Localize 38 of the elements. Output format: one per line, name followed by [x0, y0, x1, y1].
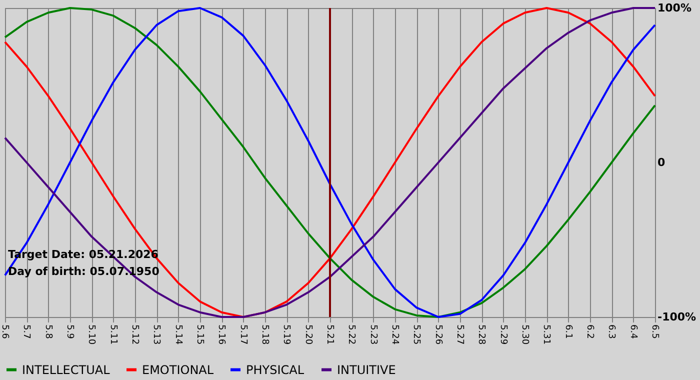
- x-tick-label: 5.15: [194, 324, 204, 345]
- y-tick-label: 0: [658, 156, 666, 169]
- legend-label: INTELLECTUAL: [22, 362, 110, 377]
- x-tick-label: 5.24: [390, 324, 400, 345]
- legend-label: INTUITIVE: [337, 362, 396, 377]
- x-tick-label: 5.8: [42, 324, 53, 340]
- x-tick-label: 5.31: [541, 324, 552, 345]
- x-tick-label: 5.19: [281, 324, 292, 345]
- x-tick-label: 6.2: [584, 324, 594, 339]
- x-tick-label: 6.5: [650, 324, 660, 339]
- x-tick-label: 6.4: [628, 324, 638, 340]
- x-tick-label: 5.28: [476, 324, 486, 345]
- y-tick-label: -100%: [658, 310, 696, 324]
- x-tick-label: 5.9: [64, 324, 74, 340]
- x-tick-label: 5.27: [454, 324, 464, 345]
- x-tick-label: 5.26: [432, 324, 443, 345]
- x-tick-label: 5.25: [411, 324, 422, 345]
- x-tick-label: 5.7: [21, 324, 32, 339]
- x-tick-label: 6.3: [606, 324, 616, 339]
- x-tick-label: 5.18: [260, 324, 270, 345]
- x-tick-label: 5.16: [216, 324, 226, 345]
- x-tick-label: 5.20: [302, 324, 313, 345]
- x-tick-label: 5.22: [346, 324, 356, 345]
- legend-label: EMOTIONAL: [142, 362, 214, 377]
- x-tick-label: 5.30: [520, 324, 530, 345]
- x-tick-label: 5.6: [0, 324, 10, 340]
- x-tick-label: 5.23: [368, 324, 378, 345]
- x-tick-label: 5.21: [324, 324, 334, 345]
- legend-label: PHYSICAL: [246, 362, 304, 377]
- x-tick-label: 5.11: [108, 324, 118, 345]
- x-tick-label: 5.13: [151, 324, 162, 345]
- x-tick-label: 5.14: [172, 324, 183, 345]
- y-tick-label: 100%: [658, 2, 692, 14]
- x-tick-label: 6.1: [562, 324, 573, 339]
- x-tick-label: 5.29: [498, 324, 508, 345]
- x-tick-label: 5.12: [130, 324, 140, 345]
- x-tick-label: 5.17: [238, 324, 248, 345]
- x-tick-label: 5.10: [86, 324, 96, 345]
